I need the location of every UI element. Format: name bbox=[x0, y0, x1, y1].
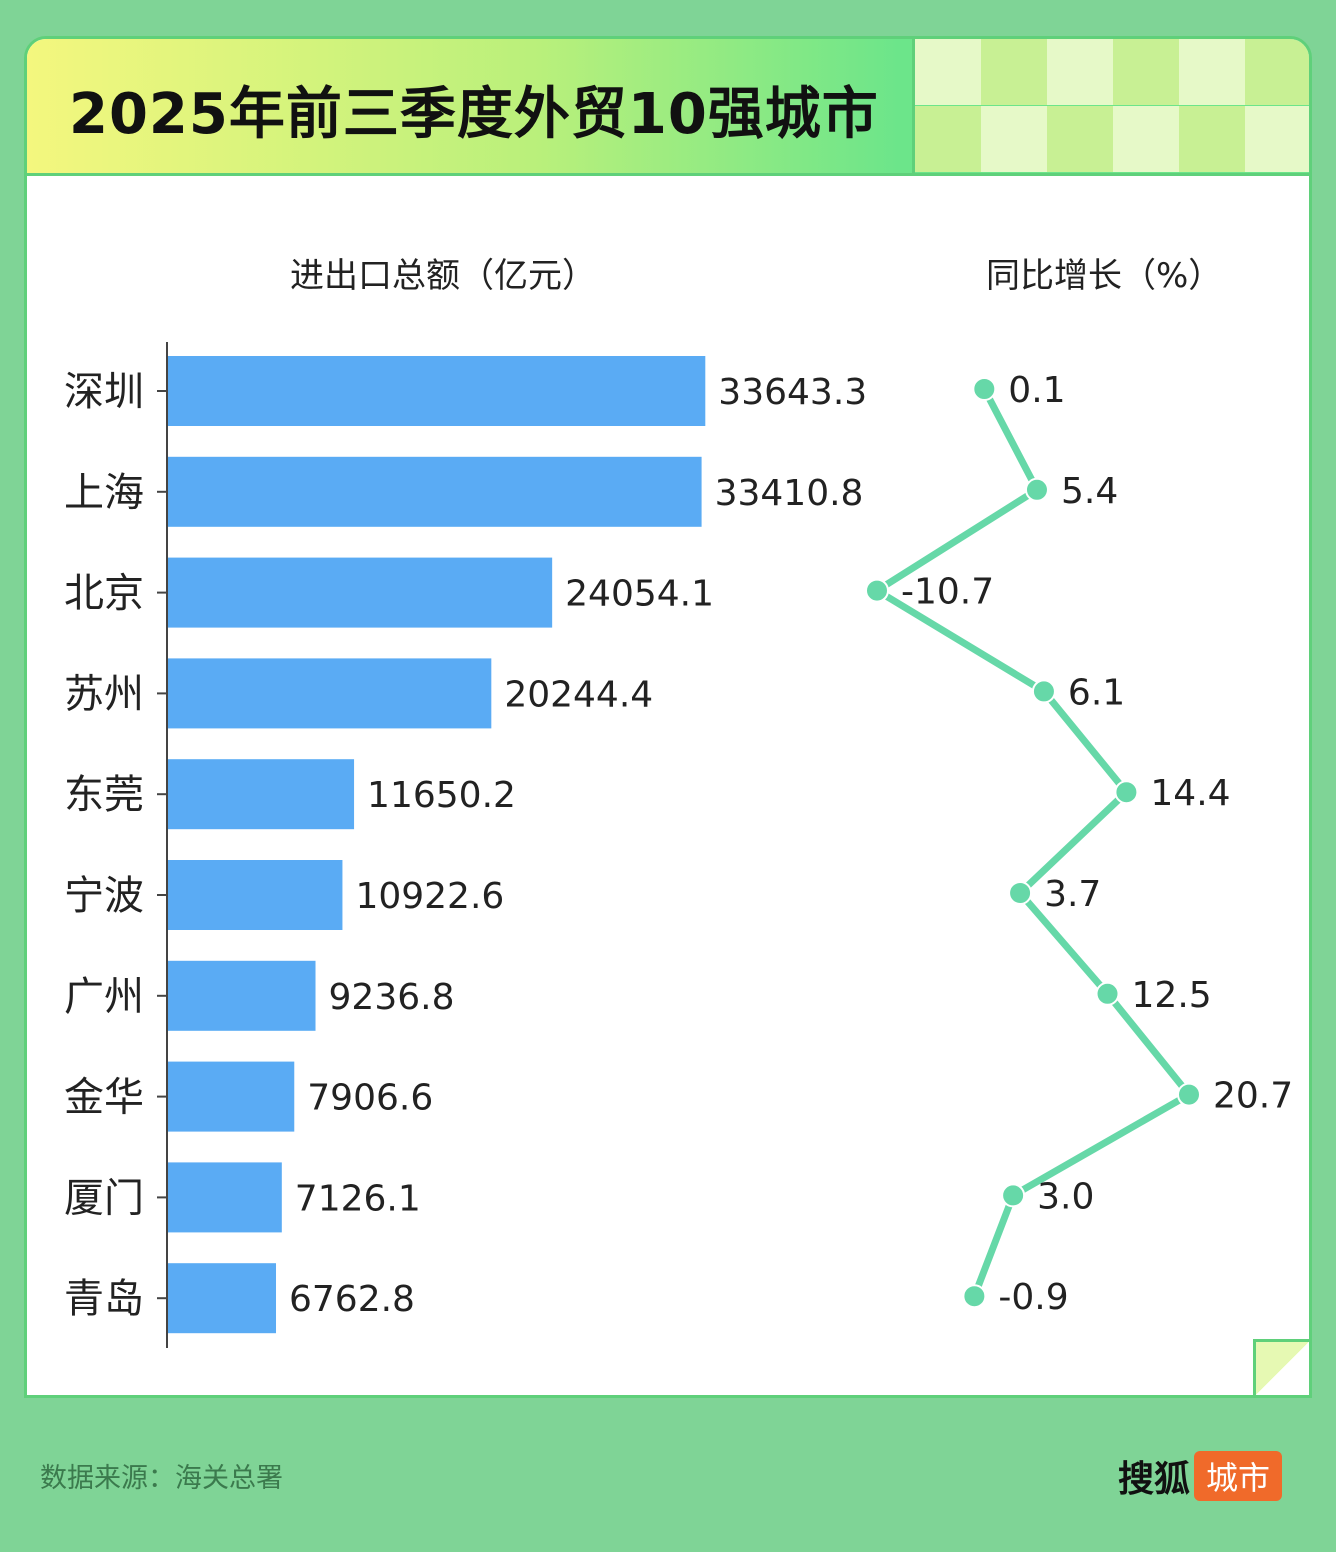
bar-value-label: 7126.1 bbox=[295, 1178, 421, 1219]
growth-value-label: 5.4 bbox=[1061, 471, 1118, 512]
growth-point bbox=[1177, 1082, 1201, 1107]
bar-value-label: 33410.8 bbox=[715, 473, 864, 514]
bar bbox=[168, 1162, 282, 1233]
growth-value-label: 12.5 bbox=[1132, 975, 1212, 1016]
checker-cell bbox=[1047, 106, 1113, 172]
line-chart-title: 同比增长（%） bbox=[986, 256, 1223, 296]
checker-cell bbox=[1179, 106, 1245, 172]
checker-cell bbox=[1245, 39, 1309, 105]
bar-value-label: 24054.1 bbox=[565, 574, 714, 615]
growth-value-label: 14.4 bbox=[1150, 773, 1230, 814]
checker-cell bbox=[1047, 39, 1113, 105]
title-banner: 2025年前三季度外贸10强城市 bbox=[27, 39, 1309, 176]
brand-name: 搜狐 bbox=[1118, 1459, 1191, 1500]
bar-value-label: 6762.8 bbox=[289, 1279, 415, 1320]
category-label: 宁波 bbox=[64, 873, 144, 919]
bar-value-label: 9236.8 bbox=[329, 977, 455, 1018]
bar bbox=[168, 1263, 277, 1334]
source-note: 数据来源：海关总署 bbox=[40, 1463, 283, 1494]
checker-cell bbox=[1245, 106, 1309, 172]
bar bbox=[168, 658, 492, 729]
growth-point bbox=[1114, 780, 1139, 805]
category-label: 上海 bbox=[64, 470, 144, 516]
category-label: 深圳 bbox=[64, 369, 144, 415]
category-label: 苏州 bbox=[64, 671, 144, 717]
checker-cell bbox=[915, 39, 981, 105]
growth-point bbox=[1024, 477, 1049, 502]
bar bbox=[168, 960, 316, 1031]
bar-value-label: 11650.2 bbox=[367, 775, 516, 816]
checker-cell bbox=[1113, 106, 1179, 172]
growth-point bbox=[1008, 881, 1033, 905]
checker-cell bbox=[915, 106, 981, 172]
growth-point bbox=[1095, 981, 1120, 1006]
bar-value-label: 10922.6 bbox=[355, 876, 504, 917]
checker-cell bbox=[981, 39, 1047, 105]
bar bbox=[168, 759, 355, 830]
growth-point bbox=[1031, 679, 1056, 704]
checker-pattern bbox=[912, 39, 1309, 173]
category-label: 青岛 bbox=[64, 1276, 144, 1322]
page-fold-corner bbox=[1253, 1339, 1309, 1395]
checker-cell bbox=[1113, 39, 1179, 105]
category-label: 厦门 bbox=[64, 1175, 144, 1221]
page-title: 2025年前三季度外贸10强城市 bbox=[69, 82, 879, 147]
growth-point bbox=[962, 1284, 987, 1309]
bar bbox=[168, 1061, 295, 1132]
bar bbox=[168, 860, 343, 930]
growth-value-label: 0.1 bbox=[1008, 370, 1065, 411]
growth-value-label: 6.1 bbox=[1068, 672, 1125, 713]
bar-chart-title: 进出口总额（亿元） bbox=[290, 256, 596, 296]
brand-logo: 搜狐 城市 bbox=[1118, 1450, 1283, 1501]
growth-value-label: 20.7 bbox=[1213, 1076, 1293, 1117]
growth-line bbox=[873, 387, 1193, 1298]
brand-tag: 城市 bbox=[1194, 1451, 1283, 1501]
growth-point bbox=[972, 377, 997, 401]
category-label: 东莞 bbox=[64, 772, 144, 818]
bar bbox=[168, 557, 553, 628]
checker-cell bbox=[1179, 39, 1245, 105]
bar-value-label: 20244.4 bbox=[504, 674, 653, 715]
bar bbox=[168, 356, 706, 426]
checker-cell bbox=[981, 106, 1047, 172]
growth-value-label: 3.0 bbox=[1037, 1176, 1094, 1217]
growth-value-label: -0.9 bbox=[998, 1277, 1068, 1318]
growth-point bbox=[865, 578, 889, 603]
growth-point bbox=[1001, 1183, 1026, 1208]
growth-value-label: 3.7 bbox=[1044, 874, 1101, 915]
growth-value-label: -10.7 bbox=[901, 572, 994, 613]
category-label: 北京 bbox=[64, 571, 144, 617]
bar bbox=[168, 456, 702, 527]
bar-value-label: 7906.6 bbox=[307, 1078, 433, 1119]
category-label: 广州 bbox=[64, 974, 144, 1020]
category-label: 金华 bbox=[64, 1075, 144, 1121]
bar-value-label: 33643.3 bbox=[718, 372, 867, 413]
